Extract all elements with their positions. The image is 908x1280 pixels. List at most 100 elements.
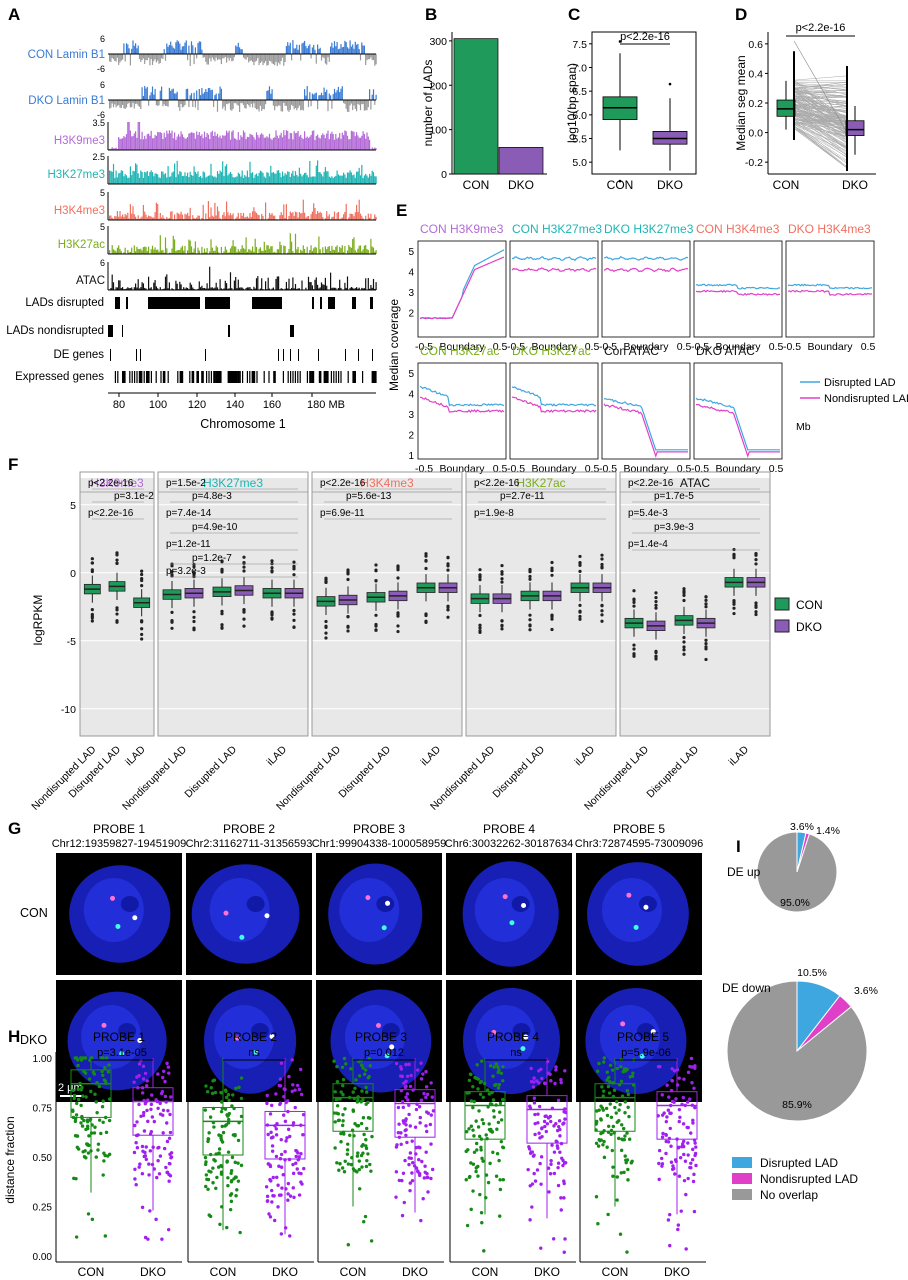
signal-bar (353, 216, 355, 220)
data-point (532, 1096, 537, 1100)
signal-bar (197, 171, 199, 184)
signal-bar (129, 100, 131, 108)
data-point (145, 1084, 149, 1088)
data-point (229, 1168, 234, 1173)
signal-bar (254, 54, 256, 62)
signal-bar (158, 100, 160, 106)
outlier (140, 569, 144, 573)
x-category-label: DKO (402, 1265, 428, 1279)
signal-bar (184, 100, 186, 106)
outlier (220, 623, 224, 627)
data-point (224, 1123, 229, 1127)
signal-bar (328, 214, 330, 220)
data-point (426, 1190, 430, 1194)
outlier (618, 179, 622, 183)
signal-bar (309, 92, 311, 100)
signal-bar (214, 250, 216, 254)
x-tick-label: -0.5 (691, 463, 709, 475)
probe-title: PROBE 3 (353, 822, 405, 836)
data-point (692, 1209, 697, 1214)
signal-bar (128, 252, 130, 254)
outlier (324, 636, 328, 640)
signal-bar (138, 100, 141, 107)
signal-bar (261, 54, 263, 62)
region-block (252, 297, 282, 309)
y-tick-label: 2 (408, 308, 414, 319)
data-point (429, 1176, 433, 1181)
signal-bar (159, 90, 161, 100)
signal-bar (309, 281, 311, 290)
signal-bar (314, 139, 316, 150)
signal-bar (192, 100, 194, 108)
signal-bar (324, 91, 326, 100)
data-point (143, 1154, 148, 1158)
signal-bar (171, 211, 173, 220)
data-point (658, 1065, 662, 1069)
data-point (133, 1177, 137, 1181)
signal-bar (236, 100, 238, 105)
x-tick-label: 160 (263, 399, 281, 411)
data-point (678, 1155, 683, 1160)
data-point (666, 1218, 671, 1222)
signal-bar (171, 130, 173, 150)
signal-bar (249, 133, 251, 150)
signal-bar (145, 288, 147, 290)
data-point (476, 1125, 481, 1129)
data-point (552, 1171, 557, 1176)
signal-bar (166, 130, 168, 150)
fish-spot (381, 925, 387, 931)
signal-bar (144, 171, 146, 184)
data-point (497, 1082, 502, 1087)
signal-bar (168, 87, 170, 100)
data-point (691, 1121, 695, 1125)
signal-bar (229, 272, 232, 290)
signal-bar (242, 177, 245, 184)
signal-bar (304, 89, 306, 100)
region-block (227, 371, 231, 383)
signal-bar (177, 41, 180, 54)
signal-bar (190, 132, 193, 150)
signal-bar (174, 239, 176, 254)
signal-bar (278, 276, 280, 290)
signal-bar (246, 251, 248, 254)
track-label: H3K9me3 (54, 135, 105, 147)
data-point (233, 1160, 237, 1165)
signal-bar (157, 249, 159, 254)
signal-bar (167, 218, 169, 220)
data-point (613, 1105, 617, 1110)
signal-bar (235, 45, 237, 54)
signal-bar (257, 100, 259, 110)
signal-bar (365, 245, 367, 254)
data-point (498, 1214, 502, 1218)
signal-bar (236, 216, 238, 220)
signal-bar (179, 100, 181, 111)
signal-bar (296, 174, 298, 184)
signal-bar (142, 247, 144, 254)
signal-bar (198, 281, 200, 290)
signal-bar (371, 94, 373, 100)
signal-bar (311, 130, 313, 150)
data-point (615, 1198, 619, 1202)
signal-bar (231, 131, 233, 150)
data-point (272, 1218, 277, 1223)
signal-bar (271, 213, 273, 220)
signal-bar (249, 161, 251, 184)
signal-bar (161, 133, 163, 150)
signal-bar (164, 276, 167, 290)
disrupted-lad-line (603, 255, 689, 261)
outlier (446, 555, 450, 560)
signal-bar (372, 89, 375, 100)
data-point (626, 1105, 630, 1109)
fish-image (56, 853, 182, 975)
data-point (132, 1150, 137, 1155)
signal-bar (322, 216, 324, 220)
signal-bar (298, 212, 300, 220)
pie-slice (756, 831, 838, 913)
signal-bar (162, 171, 164, 184)
signal-bar (150, 54, 152, 60)
signal-bar (358, 245, 360, 254)
signal-bar (122, 287, 124, 290)
signal-bar (141, 250, 143, 254)
signal-bar (361, 135, 363, 150)
